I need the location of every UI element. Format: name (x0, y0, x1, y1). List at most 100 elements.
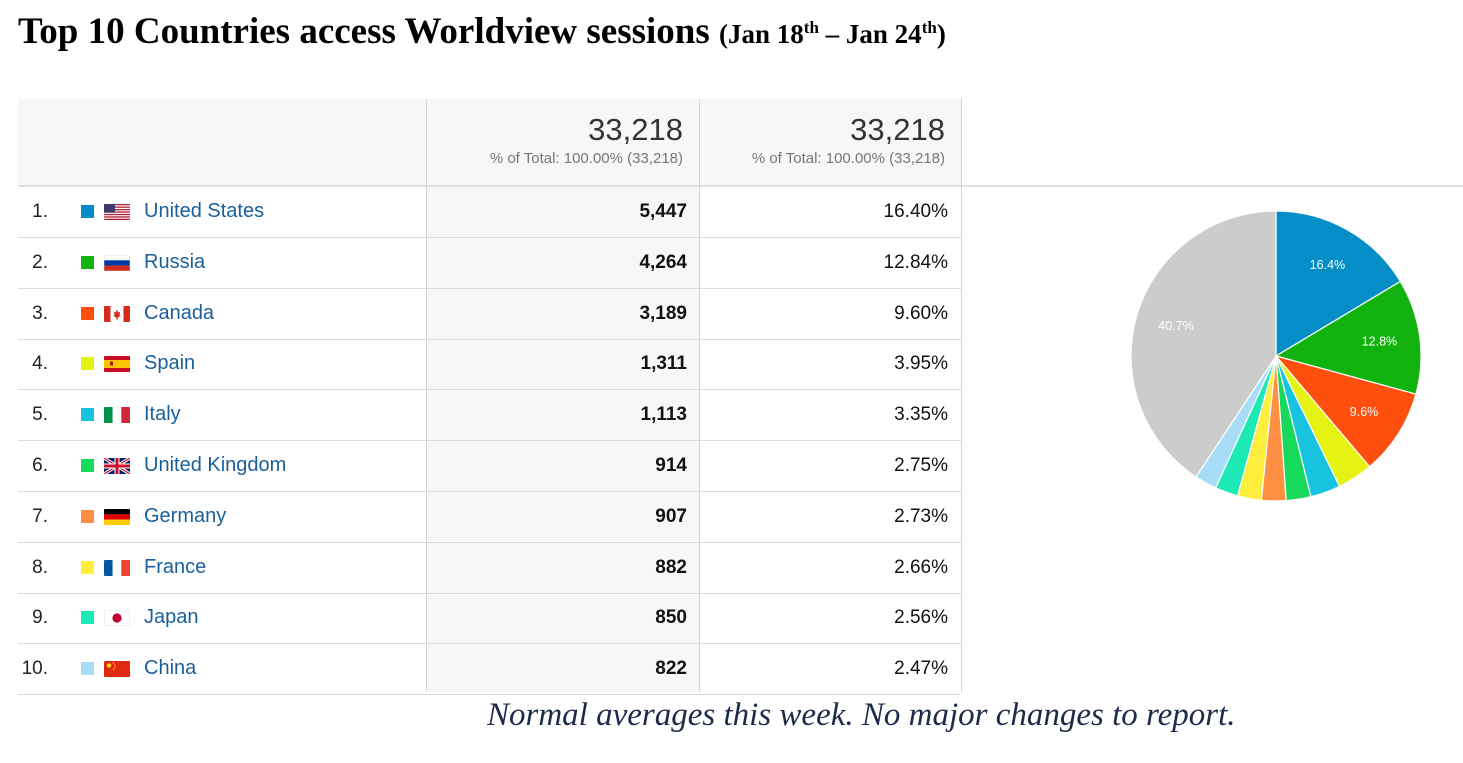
pie-slice-label: 12.8% (1362, 335, 1397, 349)
row-divider (18, 338, 961, 340)
table-row[interactable]: 3. Canada 3,189 9.60% (18, 289, 961, 340)
row-divider (18, 389, 961, 391)
country-link[interactable]: Italy (144, 403, 181, 426)
range-close: ) (936, 19, 946, 49)
row-rank: 5. (32, 404, 48, 426)
row-color-swatch (81, 357, 94, 371)
row-divider (18, 592, 961, 594)
table-row[interactable]: 9. Japan 850 2.56% (18, 593, 961, 645)
range-start: (Jan 18 (719, 19, 804, 49)
us-flag-icon (104, 204, 130, 220)
row-divider (18, 694, 961, 696)
country-link[interactable]: United States (144, 200, 265, 222)
table-row[interactable]: 6. United Kingdom 914 2.75% (18, 441, 961, 492)
canada-flag-icon (104, 305, 130, 322)
pie-slice-label: 40.7% (1158, 319, 1193, 333)
table-row[interactable]: 10. China 822 2.47% (18, 644, 961, 696)
country-link[interactable]: Canada (144, 301, 215, 324)
france-flag-icon (104, 559, 130, 576)
row-rank: 2. (32, 251, 48, 273)
column-divider (961, 99, 962, 692)
italy-flag-icon (104, 407, 130, 424)
sessions-total: 33,218 (588, 112, 683, 147)
row-color-swatch (81, 205, 94, 218)
table-row[interactable]: 1. United States 5,447 16.40% (18, 187, 961, 238)
pie-slice-russia[interactable] (1274, 280, 1422, 395)
row-color-swatch (81, 306, 94, 320)
summary-note: Normal averages this week. No major chan… (487, 697, 1236, 733)
row-divider (18, 541, 961, 543)
pie-slice-other[interactable] (1130, 210, 1277, 478)
row-divider (18, 287, 961, 289)
row-rank: 6. (32, 455, 48, 476)
japan-flag-icon (104, 610, 130, 627)
row-percent: 9.60% (894, 302, 948, 324)
table-row[interactable]: 7. Germany 907 2.73% (18, 492, 961, 543)
country-link[interactable]: Spain (144, 352, 196, 375)
country-link[interactable]: France (144, 555, 207, 578)
table-row[interactable]: 5. Italy 1,113 3.35% (18, 390, 961, 442)
pie-slice-united-states[interactable] (1275, 210, 1402, 358)
row-percent: 2.47% (894, 658, 948, 680)
table-row[interactable]: 2. Russia 4,264 12.84% (18, 238, 961, 289)
row-sessions: 822 (655, 658, 687, 680)
row-percent: 3.35% (894, 404, 948, 426)
sessions-total-subtitle: % of Total: 100.00% (33,218) (489, 150, 683, 167)
row-percent: 2.66% (894, 556, 948, 578)
germany-flag-icon (104, 508, 130, 525)
country-link[interactable]: United Kingdom (144, 454, 287, 476)
range-end-suffix: th (921, 18, 937, 37)
russia-flag-icon (104, 254, 130, 271)
row-color-swatch (81, 611, 94, 625)
row-rank: 9. (32, 607, 48, 629)
row-sessions: 5,447 (639, 201, 687, 222)
row-percent: 2.56% (894, 607, 948, 629)
table-row[interactable]: 8. France 882 2.66% (18, 543, 961, 594)
row-color-swatch (81, 255, 94, 269)
pie-slice-canada[interactable] (1274, 354, 1417, 468)
sessions-column-background (427, 187, 699, 692)
country-link[interactable]: Japan (144, 606, 199, 629)
row-percent: 12.84% (883, 251, 948, 273)
header-divider (18, 185, 1463, 187)
table-header-dimension (18, 99, 426, 185)
country-link[interactable]: Germany (144, 504, 227, 527)
row-percent: 2.75% (894, 455, 948, 476)
country-link[interactable]: Russia (144, 250, 206, 273)
sessions-pie-chart: 16.4% 12.8% 9.6% 40.7% (1130, 210, 1422, 502)
china-flag-icon (104, 661, 130, 678)
pie-slice-label: 9.6% (1350, 405, 1379, 419)
row-sessions: 4,264 (639, 251, 687, 273)
uk-flag-icon (104, 458, 130, 474)
pie-slice-label: 16.4% (1310, 258, 1345, 272)
title-main: Top 10 Countries access Worldview sessio… (18, 11, 710, 52)
percent-total: 33,218 (850, 112, 945, 147)
row-color-swatch (81, 509, 94, 523)
row-sessions: 1,113 (640, 404, 688, 426)
row-divider (18, 643, 961, 645)
row-color-swatch (81, 408, 94, 422)
table-row[interactable]: 4. Spain 1,311 3.95% (18, 339, 961, 391)
row-divider (18, 440, 961, 442)
row-color-swatch (81, 662, 94, 676)
percent-column-header[interactable]: 33,218 % of Total: 100.00% (33,218) (700, 99, 961, 185)
row-rank: 1. (32, 201, 48, 222)
country-link[interactable]: China (144, 657, 197, 680)
range-end: – Jan 24 (818, 19, 922, 49)
row-sessions: 850 (655, 607, 687, 629)
sessions-column-header[interactable]: 33,218 % of Total: 100.00% (33,218) (427, 99, 699, 185)
range-start-suffix: th (803, 18, 819, 37)
row-sessions: 907 (655, 505, 687, 527)
page-title: Top 10 Countries access Worldview sessio… (18, 10, 946, 53)
row-sessions: 3,189 (639, 302, 687, 324)
row-divider (18, 491, 961, 492)
row-rank: 3. (32, 302, 48, 324)
row-rank: 10. (21, 658, 48, 680)
row-sessions: 1,311 (640, 353, 688, 375)
row-sessions: 914 (655, 455, 687, 476)
percent-total-subtitle: % of Total: 100.00% (33,218) (751, 150, 945, 167)
spain-flag-icon (104, 356, 130, 373)
title-date-range: (Jan 18th – Jan 24th) (719, 19, 946, 49)
column-divider (426, 99, 427, 692)
row-divider (18, 237, 961, 238)
